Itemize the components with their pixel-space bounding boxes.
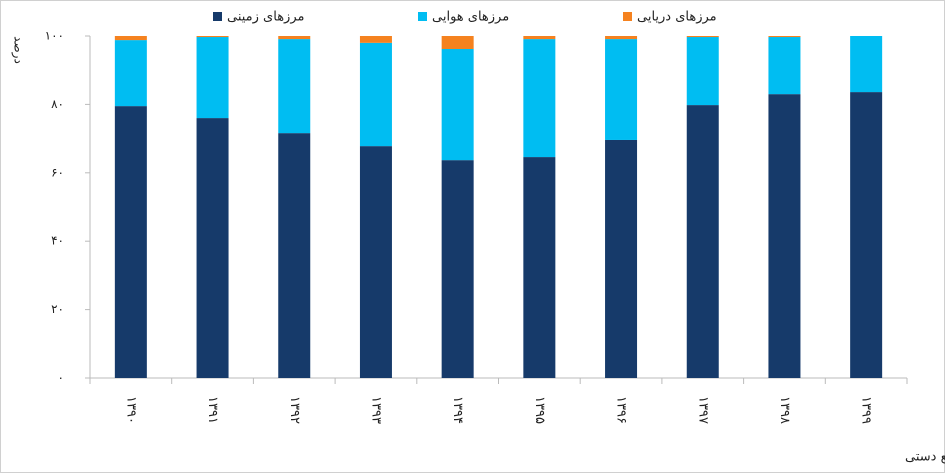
bar-segment: [768, 94, 801, 378]
bar-segment: [196, 36, 229, 38]
legend-swatch: [418, 12, 427, 21]
y-tick-label: ۰: [58, 371, 64, 385]
legend-label: مرزهای زمینی: [227, 10, 304, 25]
bar-segment: [278, 133, 311, 378]
x-tick-label: ۱۳۹۵: [532, 396, 547, 424]
bar-segment: [768, 37, 801, 95]
y-tick-label: ۶۰: [51, 165, 64, 179]
bar-segment: [523, 39, 556, 158]
bar-segment: [359, 36, 392, 43]
bar-segment: [114, 40, 147, 107]
bar-segment: [768, 36, 801, 38]
legend-swatch: [213, 12, 222, 21]
bar-segment: [605, 139, 638, 378]
bar-segment: [605, 39, 638, 140]
y-tick-label: ۱۰۰: [45, 29, 64, 43]
bar-segment: [605, 36, 638, 40]
source-note: منبع: وزارت میراث فرهنگی، گردشگری و صنای…: [905, 449, 945, 465]
bar-segment: [850, 92, 883, 378]
x-tick-label: ۱۳۹۳: [368, 396, 383, 424]
bar-segment: [523, 157, 556, 378]
x-tick-label: ۱۳۹۰: [123, 396, 138, 424]
bar-segment: [196, 37, 229, 119]
x-tick-label: ۱۳۹۹: [859, 396, 874, 424]
x-tick-label: ۱۳۹۴: [450, 396, 465, 424]
bar-segment: [686, 105, 719, 379]
bar-segment: [441, 36, 474, 49]
bar-segment: [523, 36, 556, 40]
x-tick-label: ۱۳۹۱: [205, 396, 220, 424]
bar-segment: [359, 42, 392, 147]
bar-segment: [278, 39, 311, 134]
bar-segment: [359, 146, 392, 378]
bar-segment: [196, 118, 229, 378]
legend-label: مرزهای دریایی: [637, 10, 717, 25]
bar-segment: [441, 160, 474, 378]
x-tick-label: ۱۳۹۲: [287, 396, 302, 424]
bar-segment: [850, 36, 883, 93]
bar-segment: [441, 48, 474, 161]
y-tick-label: ۸۰: [51, 97, 64, 111]
legend-label: مرزهای هوایی: [432, 10, 509, 25]
x-tick-label: ۱۳۹۸: [777, 396, 792, 424]
legend-swatch: [623, 12, 632, 21]
bar-segment: [686, 37, 719, 106]
y-axis-label: درصد: [11, 36, 26, 64]
x-tick-label: ۱۳۹۶: [614, 396, 629, 424]
bar-segment: [114, 106, 147, 379]
y-tick-label: ۲۰: [51, 302, 64, 316]
bar-segment: [114, 36, 147, 41]
y-tick-label: ۴۰: [51, 234, 64, 248]
bar-segment: [686, 36, 719, 38]
x-tick-label: ۱۳۹۷: [695, 396, 710, 424]
bar-segment: [278, 36, 311, 40]
